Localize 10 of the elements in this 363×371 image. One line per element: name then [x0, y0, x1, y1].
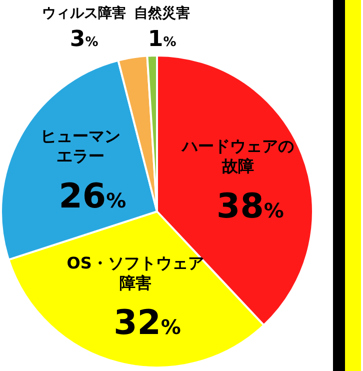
- data-label: 26%: [58, 176, 126, 216]
- slice-label: ヒューマンエラー: [40, 126, 120, 166]
- slice-label: 自然災害: [134, 4, 190, 22]
- slice-label: ハードウェアの故障: [181, 136, 294, 176]
- slice-label: OS・ソフトウェア障害: [66, 253, 204, 292]
- data-label: 38%: [216, 186, 284, 226]
- data-label: 32%: [114, 303, 181, 344]
- data-label: 3%: [70, 27, 98, 52]
- slice-label: ウィルス障害: [42, 4, 126, 22]
- data-label: 1%: [148, 27, 176, 52]
